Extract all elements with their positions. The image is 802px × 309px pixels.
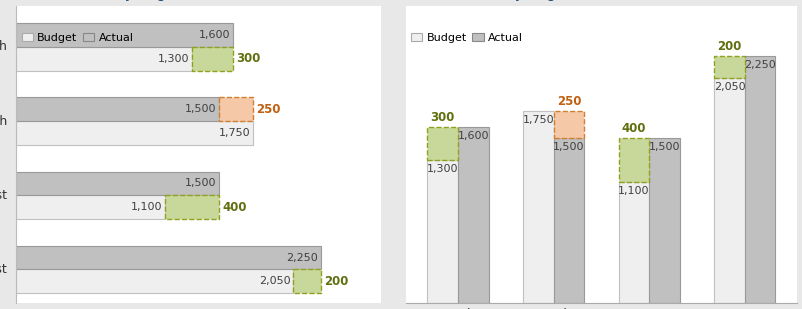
Bar [618,138,649,182]
Bar [744,56,775,303]
Text: 400: 400 [222,201,247,214]
Bar [16,121,253,145]
Bar [16,195,164,219]
Legend: Budget, Actual: Budget, Actual [22,32,133,43]
Text: 200: 200 [716,40,741,53]
Text: 2,250: 2,250 [743,60,775,70]
Bar [16,269,293,293]
Bar [16,171,219,195]
Bar [164,195,219,219]
Bar [16,47,192,71]
Bar [16,23,233,47]
Bar [553,138,584,303]
Text: 1,300: 1,300 [157,54,189,64]
Legend: Budget, Actual: Budget, Actual [411,32,522,43]
Text: 1,600: 1,600 [457,131,488,142]
Text: 2,050: 2,050 [713,82,744,92]
Bar [618,182,649,303]
Text: 1,600: 1,600 [198,30,229,40]
Bar [522,111,553,303]
Bar [649,138,679,303]
Text: 300: 300 [236,52,260,65]
Bar [427,160,457,303]
Text: 300: 300 [430,111,455,124]
Bar [713,56,744,78]
Text: 1,500: 1,500 [184,178,216,188]
Bar [192,47,233,71]
Bar [219,97,253,121]
Text: 1,500: 1,500 [648,142,679,152]
Text: 400: 400 [621,122,646,135]
Bar [427,127,457,160]
Text: 2,250: 2,250 [286,252,318,263]
Bar [457,127,488,303]
Text: 1,500: 1,500 [184,104,216,114]
Text: Annual Sales by Region - Column Chart: Annual Sales by Region - Column Chart [405,0,693,1]
Bar [293,269,320,293]
Text: 1,100: 1,100 [618,186,649,196]
Text: 1,500: 1,500 [553,142,584,152]
Text: Annual Sales by Region - Bar Chart: Annual Sales by Region - Bar Chart [16,0,273,1]
Bar [713,78,744,303]
Text: 1,750: 1,750 [522,115,553,125]
Text: 1,300: 1,300 [427,164,458,174]
Text: 1,750: 1,750 [218,128,250,138]
Text: 1,100: 1,100 [131,202,162,212]
Bar [16,246,320,269]
Text: 250: 250 [556,95,581,108]
Text: 200: 200 [323,275,348,288]
Bar [553,111,584,138]
Text: 250: 250 [256,103,281,116]
Text: 2,050: 2,050 [259,276,290,286]
Bar [16,97,219,121]
